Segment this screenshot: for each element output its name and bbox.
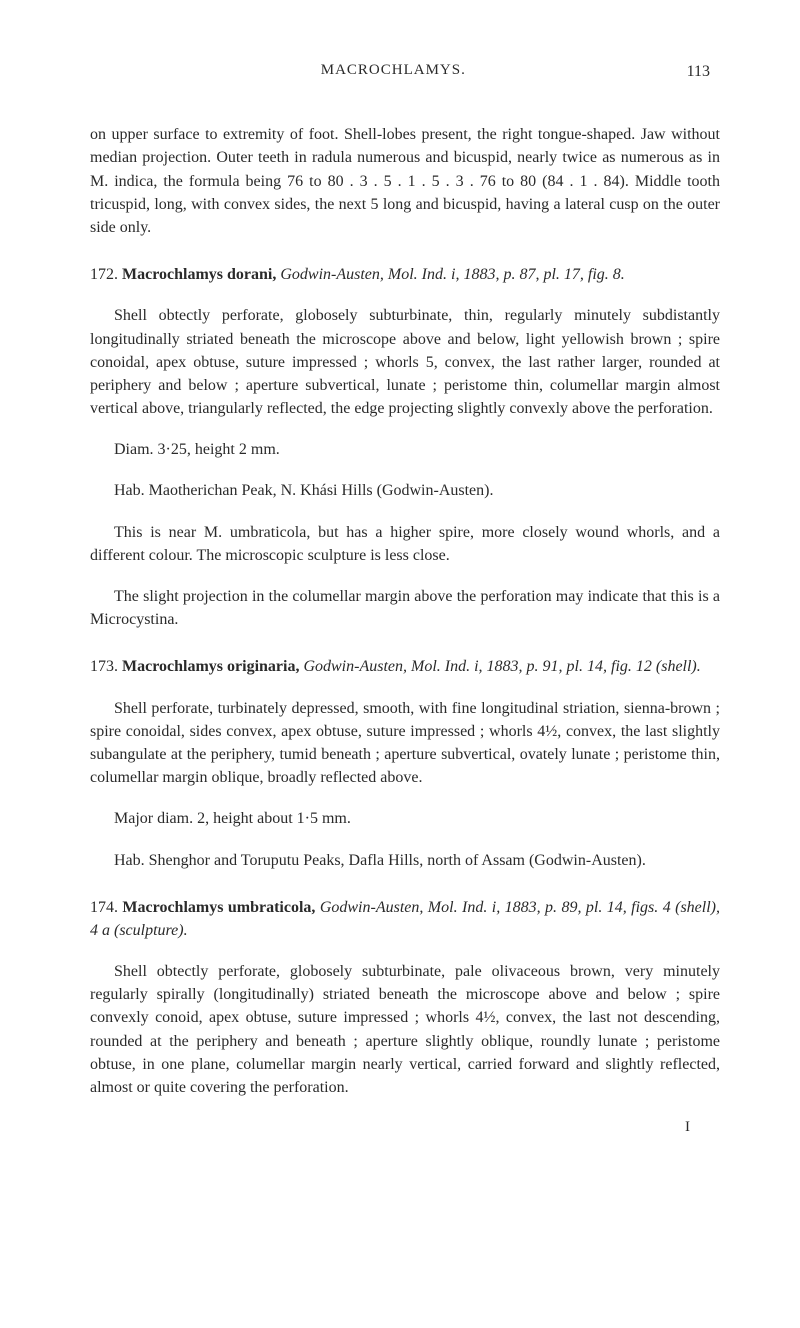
entry-173-description: Shell perforate, turbinately depressed, … — [90, 697, 720, 790]
species-name: Macrochlamys umbraticola, — [122, 899, 315, 916]
entry-173-habitat: Hab. Shenghor and Toruputu Peaks, Dafla … — [90, 849, 720, 872]
entry-172-dimensions: Diam. 3·25, height 2 mm. — [90, 438, 720, 461]
signature-mark: I — [90, 1117, 720, 1139]
entry-174-description: Shell obtectly perforate, globosely subt… — [90, 960, 720, 1099]
entry-172-note: The slight projection in the columellar … — [90, 585, 720, 631]
species-name: Macrochlamys dorani, — [122, 266, 276, 283]
page-number: 113 — [687, 60, 710, 83]
citation: Godwin-Austen, Mol. Ind. i, 1883, p. 91,… — [299, 658, 700, 675]
entry-number: 173. — [90, 658, 122, 675]
entry-172-heading: 172. Macrochlamys dorani, Godwin-Austen,… — [90, 263, 720, 286]
section-title: MACROCHLAMYS. — [321, 60, 466, 83]
entry-172-habitat: Hab. Maotherichan Peak, N. Khási Hills (… — [90, 479, 720, 502]
citation: Godwin-Austen, Mol. Ind. i, 1883, p. 87,… — [276, 266, 624, 283]
entry-172-comparison: This is near M. umbraticola, but has a h… — [90, 521, 720, 567]
entry-173-dimensions: Major diam. 2, height about 1·5 mm. — [90, 807, 720, 830]
entry-174-heading: 174. Macrochlamys umbraticola, Godwin-Au… — [90, 896, 720, 942]
continuation-paragraph: on upper surface to extremity of foot. S… — [90, 123, 720, 239]
entry-172-description: Shell obtectly perforate, globosely subt… — [90, 304, 720, 420]
entry-number: 174. — [90, 899, 122, 916]
species-name: Macrochlamys originaria, — [122, 658, 299, 675]
page-header: MACROCHLAMYS. 113 — [90, 60, 720, 83]
entry-173-heading: 173. Macrochlamys originaria, Godwin-Aus… — [90, 655, 720, 678]
entry-number: 172. — [90, 266, 122, 283]
